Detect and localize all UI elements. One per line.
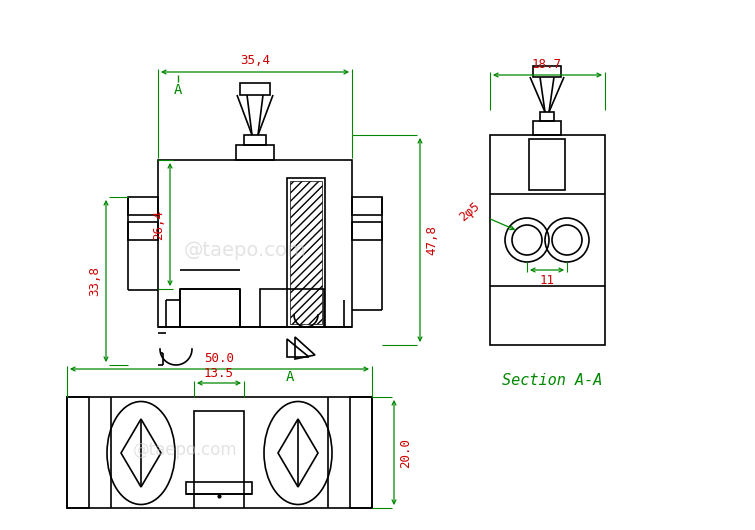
Bar	[240, 83, 270, 95]
Text: @taepo.com: @taepo.com	[133, 441, 237, 459]
Text: @taepo.com: @taepo.com	[183, 241, 307, 260]
Bar	[287, 178, 325, 327]
Text: 13.5: 13.5	[204, 367, 234, 380]
Bar	[128, 222, 158, 240]
Bar	[128, 197, 158, 215]
Text: 2φ5: 2φ5	[457, 200, 482, 224]
Bar	[290, 181, 322, 324]
Text: 11: 11	[540, 274, 554, 287]
Text: Section A-A: Section A-A	[502, 373, 602, 388]
Bar	[529, 139, 565, 190]
Bar	[352, 222, 382, 240]
Bar	[260, 289, 324, 327]
Bar	[194, 411, 244, 494]
Text: 35,4: 35,4	[240, 54, 270, 67]
Bar	[490, 135, 605, 345]
Bar	[186, 482, 252, 494]
Bar	[236, 145, 274, 160]
Bar	[158, 160, 352, 327]
Bar	[244, 135, 266, 145]
Bar	[180, 289, 240, 327]
Text: 20.0: 20.0	[399, 437, 412, 467]
Text: A: A	[174, 83, 182, 97]
Bar	[67, 397, 89, 508]
Text: 33,8: 33,8	[88, 266, 101, 296]
Text: 50.0: 50.0	[204, 352, 234, 365]
Text: 47,8: 47,8	[425, 225, 438, 255]
Bar	[67, 397, 372, 508]
Bar	[533, 121, 561, 135]
Text: 26,4: 26,4	[152, 209, 165, 240]
Text: 18.7: 18.7	[532, 58, 562, 71]
Bar	[540, 112, 554, 121]
Bar	[350, 397, 372, 508]
Bar	[533, 66, 561, 77]
Text: A: A	[286, 370, 294, 384]
Bar	[352, 197, 382, 215]
